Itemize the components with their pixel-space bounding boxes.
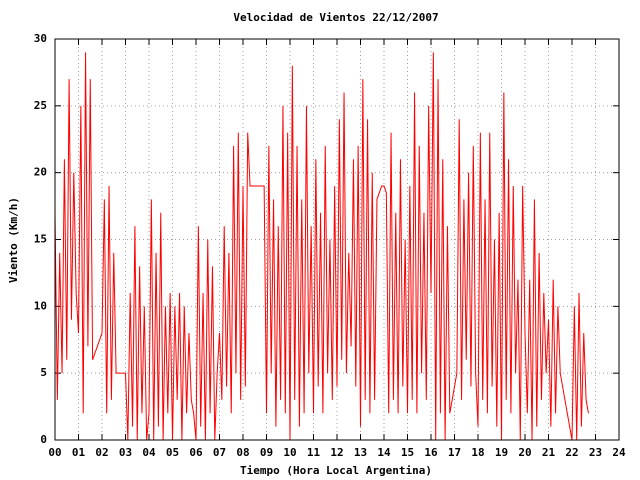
- x-tick-label: 05: [166, 446, 179, 459]
- x-tick-label: 07: [213, 446, 226, 459]
- x-tick-label: 23: [589, 446, 602, 459]
- x-tick-label: 18: [471, 446, 484, 459]
- x-tick-label: 04: [142, 446, 156, 459]
- chart-title: Velocidad de Vientos 22/12/2007: [233, 11, 438, 24]
- y-tick-label: 5: [40, 366, 47, 379]
- x-tick-label: 19: [495, 446, 508, 459]
- x-tick-label: 21: [542, 446, 556, 459]
- data-line: [54, 52, 589, 441]
- y-tick-label: 25: [34, 99, 47, 112]
- x-tick-label: 22: [565, 446, 578, 459]
- x-tick-label: 16: [424, 446, 438, 459]
- x-tick-label: 24: [612, 446, 626, 459]
- x-axis-label: Tiempo (Hora Local Argentina): [240, 464, 432, 477]
- y-axis-label: Viento (Km/h): [7, 197, 20, 283]
- x-tick-label: 09: [260, 446, 273, 459]
- y-tick-label: 30: [34, 32, 47, 45]
- x-tick-label: 03: [119, 446, 132, 459]
- x-tick-label: 02: [95, 446, 108, 459]
- x-tick-label: 01: [72, 446, 86, 459]
- x-tick-label: 14: [377, 446, 391, 459]
- plot-border: [54, 38, 620, 441]
- x-tick-label: 00: [48, 446, 61, 459]
- x-tick-label: 10: [283, 446, 296, 459]
- y-tick-label: 20: [34, 166, 47, 179]
- y-tick-label: 15: [34, 233, 47, 246]
- x-tick-label: 17: [448, 446, 461, 459]
- x-tick-label: 20: [518, 446, 531, 459]
- y-tick-label: 0: [40, 433, 47, 446]
- x-tick-label: 13: [354, 446, 367, 459]
- x-tick-label: 08: [236, 446, 249, 459]
- x-tick-label: 06: [189, 446, 203, 459]
- x-tick-label: 12: [330, 446, 343, 459]
- x-tick-label: 15: [401, 446, 414, 459]
- x-tick-label: 11: [307, 446, 321, 459]
- y-tick-label: 10: [34, 299, 47, 312]
